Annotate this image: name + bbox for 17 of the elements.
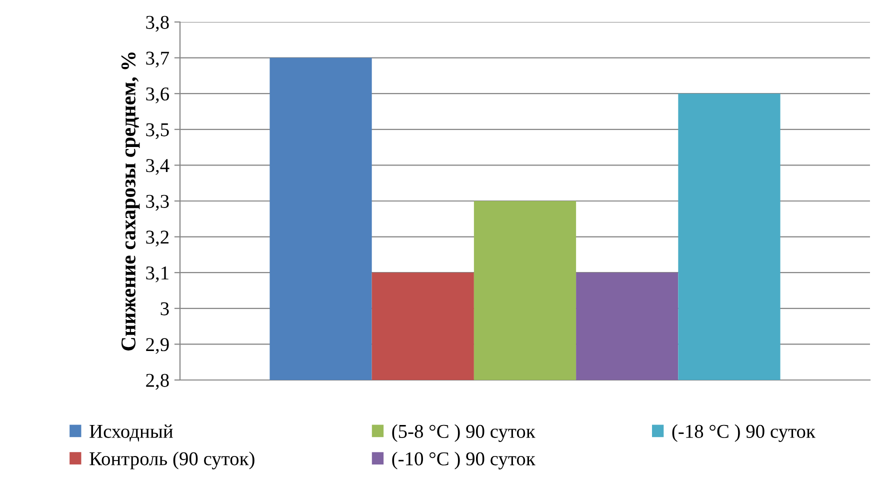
y-tick-label: 3,7 [146,52,170,68]
y-axis-title: Снижение сахарозы среднем, % [121,52,140,350]
y-tick-label: 3,3 [146,194,169,211]
y-tick-label: 3,4 [146,159,170,175]
legend-label: Исходный [90,424,173,442]
y-tick-label: 2,9 [146,338,169,354]
y-tick-label: 2,8 [146,374,169,390]
y-tick-label: 3,5 [146,123,169,140]
y-tick-label: 3,1 [146,266,168,282]
y-tick-label: 3 [160,302,169,316]
y-tick-label: 3,2 [146,230,169,247]
legend-label: (-18 °C ) 90 суток [672,424,816,442]
legend-label: (5-8 °C ) 90 суток [392,424,536,442]
legend-label: Контроль (90 суток) [90,452,254,470]
legend-label: (-10 °C ) 90 суток [392,452,536,470]
y-tick-label: 3,6 [146,87,170,104]
y-tick-label: 3,8 [146,16,169,32]
